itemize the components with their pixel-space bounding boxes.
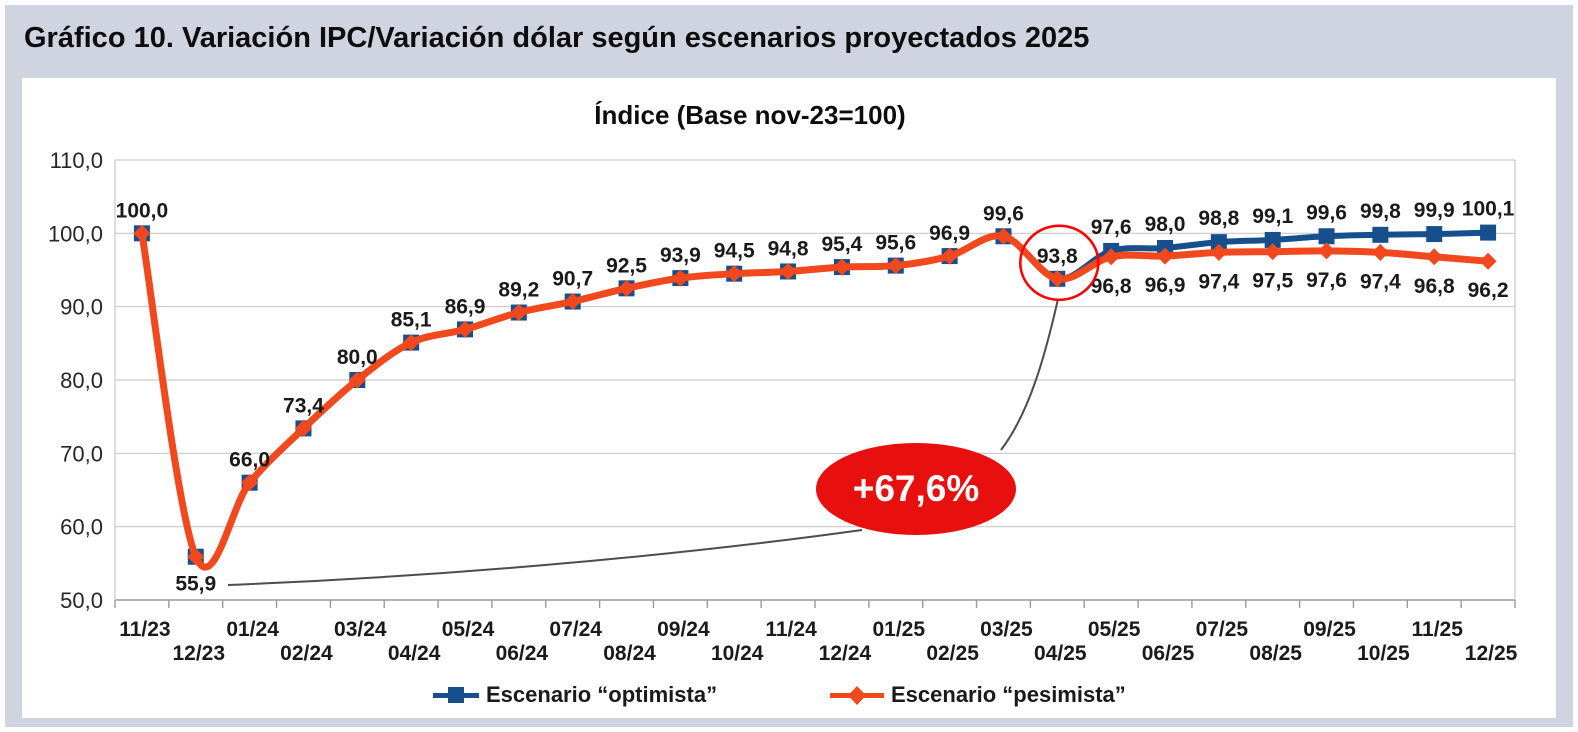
svg-text:96,9: 96,9 <box>1145 274 1186 297</box>
svg-text:100,1: 100,1 <box>1462 198 1515 221</box>
svg-text:89,2: 89,2 <box>498 279 539 302</box>
x-axis-labels: 11/2312/2301/2402/2403/2404/2405/2406/24… <box>119 618 1517 665</box>
svg-text:07/25: 07/25 <box>1196 618 1249 641</box>
legend-label-optimista: Escenario “optimista” <box>486 682 718 707</box>
svg-text:02/24: 02/24 <box>280 642 333 665</box>
svg-text:94,5: 94,5 <box>714 240 755 263</box>
svg-text:11/25: 11/25 <box>1412 618 1464 641</box>
svg-text:12/23: 12/23 <box>172 642 225 665</box>
svg-text:66,0: 66,0 <box>229 449 270 472</box>
pesimista-marker-icon <box>830 686 884 705</box>
gridlines <box>114 159 1516 608</box>
svg-text:97,4: 97,4 <box>1360 270 1401 293</box>
svg-text:05/24: 05/24 <box>442 618 495 641</box>
chart-title: Índice (Base nov-23=100) <box>594 100 906 130</box>
legend-item-optimista: Escenario “optimista” <box>433 680 717 710</box>
svg-text:96,8: 96,8 <box>1091 275 1132 298</box>
svg-text:97,6: 97,6 <box>1306 269 1347 292</box>
svg-text:12/25: 12/25 <box>1465 642 1518 665</box>
svg-text:100,0: 100,0 <box>48 221 103 246</box>
svg-text:07/24: 07/24 <box>549 618 602 641</box>
legend-item-pesimista: Escenario “pesimista” <box>830 680 1126 710</box>
page-title: Gráfico 10. Variación IPC/Variación dóla… <box>24 22 1090 54</box>
svg-text:99,1: 99,1 <box>1252 205 1293 228</box>
svg-text:110,0: 110,0 <box>50 148 103 173</box>
svg-text:94,8: 94,8 <box>768 237 809 260</box>
svg-text:99,9: 99,9 <box>1414 199 1455 222</box>
svg-text:93,8: 93,8 <box>1037 245 1078 268</box>
svg-text:86,9: 86,9 <box>445 295 486 318</box>
svg-text:03/25: 03/25 <box>980 618 1033 641</box>
svg-text:55,9: 55,9 <box>175 573 216 596</box>
svg-text:97,4: 97,4 <box>1198 270 1239 293</box>
svg-text:09/24: 09/24 <box>657 618 710 641</box>
svg-text:06/25: 06/25 <box>1142 642 1195 665</box>
svg-text:02/25: 02/25 <box>926 642 979 665</box>
data-labels: 100,0 55,9 66,0 73,4 80,0 85,1 86,9 89,2 90,7 92,… <box>116 198 1515 596</box>
svg-text:96,8: 96,8 <box>1414 275 1455 298</box>
legend-label-pesimista: Escenario “pesimista” <box>891 682 1126 707</box>
svg-text:80,0: 80,0 <box>60 368 103 393</box>
annotation-connector-lines <box>227 298 1059 586</box>
svg-text:08/25: 08/25 <box>1249 642 1302 665</box>
svg-text:09/25: 09/25 <box>1303 618 1356 641</box>
svg-text:05/25: 05/25 <box>1088 618 1141 641</box>
series-line-pesimista <box>138 232 1489 571</box>
svg-text:50,0: 50,0 <box>60 588 103 613</box>
svg-text:85,1: 85,1 <box>391 309 432 332</box>
svg-text:70,0: 70,0 <box>60 441 103 466</box>
svg-text:99,6: 99,6 <box>1306 201 1347 224</box>
chart-panel <box>22 78 1556 718</box>
svg-text:12/24: 12/24 <box>819 642 872 665</box>
svg-text:10/25: 10/25 <box>1357 642 1410 665</box>
optimista-marker-icon <box>433 687 479 703</box>
svg-text:93,9: 93,9 <box>660 244 701 267</box>
svg-text:11/23: 11/23 <box>119 618 170 641</box>
svg-text:98,0: 98,0 <box>1145 213 1186 236</box>
svg-text:97,6: 97,6 <box>1091 216 1132 239</box>
svg-text:98,8: 98,8 <box>1198 207 1239 230</box>
svg-text:97,5: 97,5 <box>1252 270 1293 293</box>
chart-legend: Escenario “optimista” Escenario “pesimis… <box>0 680 1578 714</box>
series-markers-pesimista <box>133 224 1497 566</box>
svg-text:03/24: 03/24 <box>334 618 387 641</box>
svg-text:04/25: 04/25 <box>1034 642 1087 665</box>
growth-annotation: +67,6% <box>816 443 1016 535</box>
svg-text:04/24: 04/24 <box>388 642 441 665</box>
svg-text:99,8: 99,8 <box>1360 200 1401 223</box>
svg-text:95,4: 95,4 <box>821 233 862 256</box>
svg-text:01/24: 01/24 <box>226 618 279 641</box>
svg-text:11/24: 11/24 <box>765 618 817 641</box>
svg-text:90,0: 90,0 <box>60 295 103 320</box>
svg-text:96,2: 96,2 <box>1468 279 1509 302</box>
svg-text:73,4: 73,4 <box>283 394 324 417</box>
svg-text:100,0: 100,0 <box>116 199 169 222</box>
svg-text:+67,6%: +67,6% <box>853 468 980 509</box>
svg-text:92,5: 92,5 <box>606 254 647 277</box>
highlight-circle <box>1019 224 1100 302</box>
svg-text:06/24: 06/24 <box>496 642 549 665</box>
svg-text:96,9: 96,9 <box>929 222 970 245</box>
svg-text:08/24: 08/24 <box>603 642 656 665</box>
svg-text:90,7: 90,7 <box>552 268 593 291</box>
y-axis-labels: 50,0 60,0 70,0 80,0 90,0 100,0 110,0 <box>48 148 103 613</box>
svg-text:10/24: 10/24 <box>711 642 764 665</box>
svg-text:60,0: 60,0 <box>60 515 103 540</box>
svg-text:80,0: 80,0 <box>337 346 378 369</box>
svg-text:01/25: 01/25 <box>872 618 925 641</box>
svg-text:99,6: 99,6 <box>983 202 1024 225</box>
svg-text:95,6: 95,6 <box>875 232 916 255</box>
